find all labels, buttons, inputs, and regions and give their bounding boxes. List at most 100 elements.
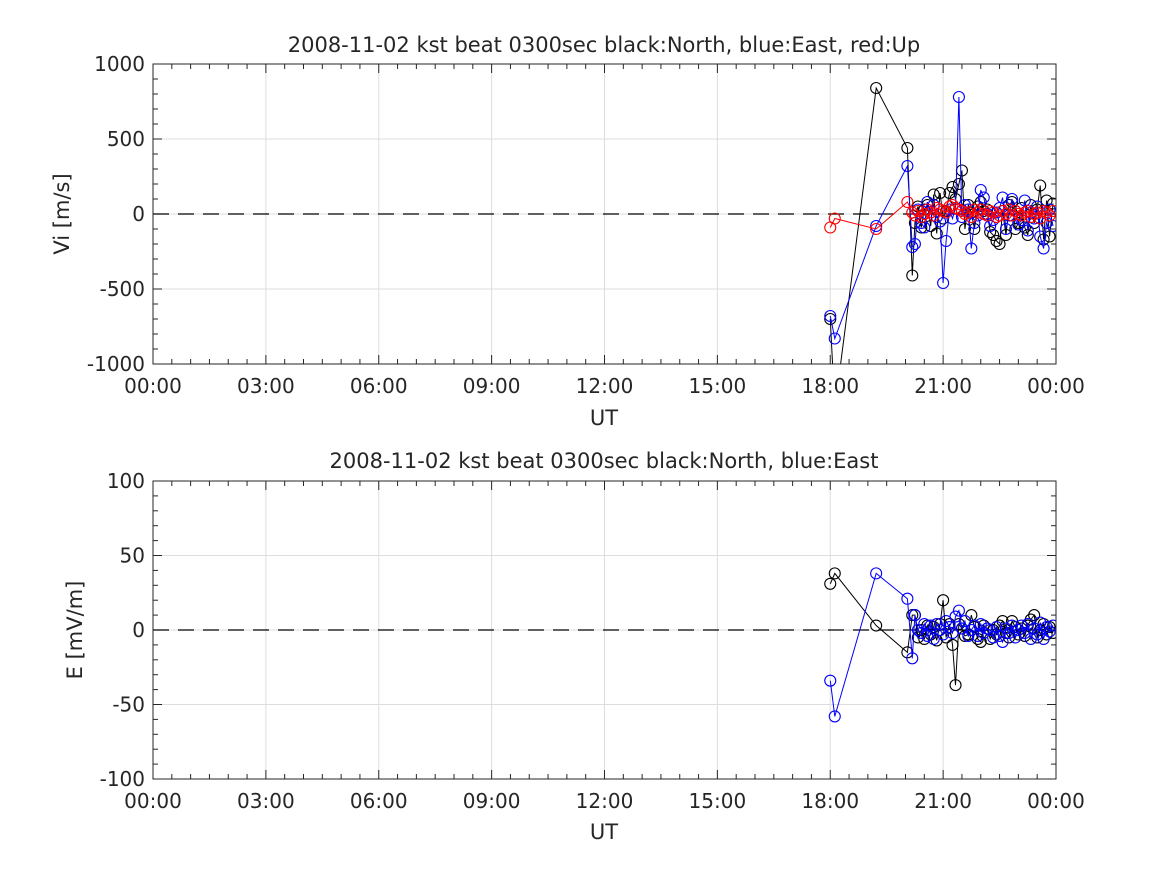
velocity-series-east-point [901,159,914,173]
efield-x-tick-labels: 00:00 03:00 06:00 09:00 12:00 15:00 18:00 21:00… [124,789,1085,813]
velocity-series-up-point [1034,212,1047,225]
efield-series-east-point [906,652,919,665]
velocity-series-east-point [952,90,965,104]
velocity-series-north-point [990,234,1003,248]
efield-series-east-point [984,623,997,637]
velocity-series-up-point [921,203,934,216]
efield-series-east-point [1043,625,1056,638]
velocity-series-north-point [993,237,1006,251]
velocity-series-up-point [901,195,914,209]
efield-series-east-point [952,604,965,617]
efield-series-east-point [955,622,968,635]
efield-y-tick-label: 0 [132,618,145,642]
velocity-x-tick-label: 00:00 [124,374,182,398]
velocity-x-tick-label: 06:00 [350,374,408,398]
velocity-series-up-point [1024,210,1037,224]
velocity-series-up-point [955,204,968,218]
velocity-x-tick-label: 18:00 [801,374,859,398]
efield-series-north-point [974,635,987,648]
velocity-series-east-point [965,242,978,255]
velocity-series-up-point [965,210,978,224]
efield-panel: 2008-11-02 kst beat 0300sec black:North,… [63,449,1085,844]
velocity-x-tick-label: 12:00 [576,374,634,398]
efield-series-north-point [870,619,883,632]
efield-series-north-point [937,594,950,607]
efield-x-tick-label: 09:00 [463,789,521,813]
efield-series-north-point [828,567,841,580]
efield-series-north-point [943,617,956,631]
efield-series-east-point [908,609,921,622]
velocity-series-north-point [958,222,971,236]
velocity-series-east-point [999,222,1013,236]
velocity-series-east-point [824,309,837,323]
efield-series-east-point [990,620,1003,634]
velocity-x-tick-labels: 00:00 03:00 06:00 09:00 12:00 15:00 18:00 21:00… [124,374,1085,398]
velocity-series-east-point [1037,242,1050,255]
efield-series-east-point [901,592,914,605]
velocity-x-tick-label: 21:00 [914,374,972,398]
velocity-series-up-point [1046,204,1056,218]
efield-x-tick-label: 18:00 [801,789,859,813]
velocity-ticks [152,63,1057,365]
velocity-series-east-point [977,191,990,204]
velocity-series-north-point [999,228,1013,242]
velocity-series-up-point [1021,204,1034,218]
velocity-y-tick-labels: 1000 500 0 -500 -1000 [87,52,145,376]
efield-x-tick-label: 12:00 [576,789,634,813]
velocity-x-tick-label: 03:00 [237,374,295,398]
efield-y-tick-label: -50 [112,693,145,717]
velocity-y-axis-label: Vi [m/s] [50,173,74,254]
efield-series-east-point [1034,616,1047,629]
velocity-series-east-point [987,213,1000,227]
efield-series-east-point [943,620,956,634]
velocity-series-up-point [924,206,937,219]
efield-series-north-point [1012,628,1025,641]
velocity-series-east-point [996,191,1009,204]
efield-series-north-point [906,609,919,622]
efield-x-tick-label: 00:00 [1027,789,1085,813]
velocity-panel: 2008-11-02 kst beat 0300sec black:North,… [50,33,1085,430]
efield-x-tick-label: 21:00 [914,789,972,813]
efield-series-east-point [1021,617,1034,631]
velocity-series-north-point [946,180,959,194]
velocity-series-north-point [934,186,947,200]
velocity-series-up-point [946,198,959,212]
velocity-series-up-point [1031,206,1044,219]
velocity-series-up-point [828,212,841,225]
velocity-series-east-point [1021,224,1034,237]
velocity-series-up-point [1040,206,1053,219]
velocity-y-tick-label: -1000 [87,352,145,376]
velocity-series-east-point [870,219,883,233]
velocity-axes-frame [152,63,1057,365]
efield-series-north-point [911,631,924,644]
velocity-series [824,81,1056,364]
velocity-series-east-point [937,276,950,290]
efield-series-east-point [974,617,987,631]
efield-series-east-point [824,674,837,687]
velocity-series-up-point [1009,204,1022,218]
efield-series-east-point [1002,626,1016,640]
velocity-series-east-point [906,240,919,254]
velocity-series-east-point [940,234,953,248]
efield-series [824,567,1056,723]
velocity-series-up [824,195,1056,236]
efield-series-east-point [1015,619,1028,632]
efield-series-north-point [946,638,959,651]
velocity-series-east-point [828,332,841,345]
efield-x-tick-label: 15:00 [689,789,747,813]
efield-series-east-point [1005,619,1019,632]
velocity-y-tick-label: 1000 [94,52,145,76]
velocity-series-north-point [901,141,914,155]
efield-y-axis-label: E [mV/m] [63,581,87,680]
velocity-y-tick-label: -500 [100,277,145,301]
velocity-series-east-point [974,183,987,197]
efield-series-east-point [1031,628,1044,641]
efield-series-east-point [828,710,841,723]
velocity-series-up-point [1015,209,1028,222]
velocity-series-north-point [952,177,965,191]
velocity-series-north-point [987,228,1000,242]
efield-series-east-point [930,617,943,631]
efield-series-north-point [918,632,931,645]
efield-x-tick-label: 03:00 [237,789,295,813]
